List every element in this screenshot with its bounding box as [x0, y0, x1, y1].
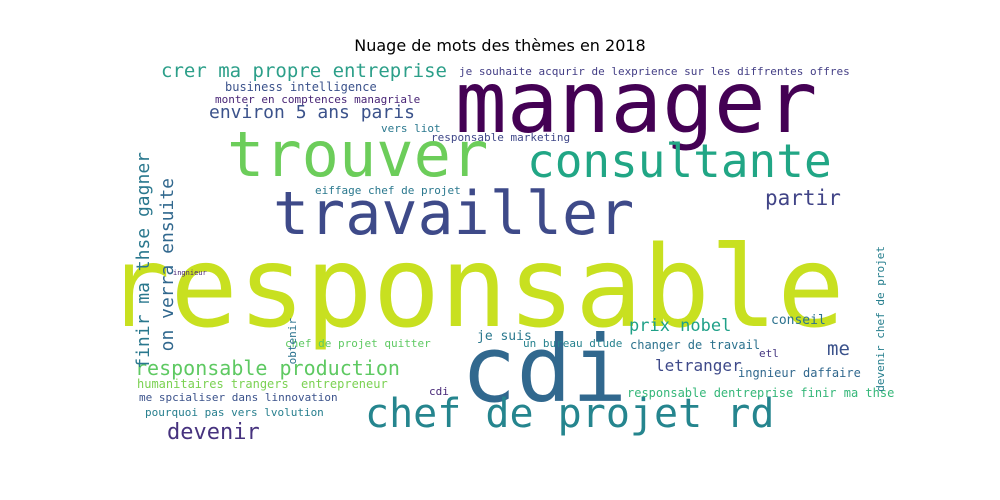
- word-consultante: consultante: [527, 134, 832, 188]
- word-conseil: conseil: [771, 313, 826, 328]
- chart-title: Nuage de mots des thèmes en 2018: [354, 36, 646, 55]
- word-me: me: [827, 338, 850, 360]
- word-pourquoi: pourquoi pas vers lvolution: [145, 406, 324, 419]
- word-obtenir: obtenir: [286, 318, 299, 365]
- word-acqurir: je souhaite acqurir de lexprience sur le…: [459, 65, 850, 78]
- word-trouver: trouver: [227, 118, 489, 191]
- word-vers-liot: vers liot: [381, 122, 441, 135]
- word-partir: partir: [765, 186, 841, 210]
- word-ingenieur: ingnieur: [173, 269, 207, 277]
- word-environ: environ 5 ans paris: [209, 102, 415, 123]
- word-responsable: responsable: [125, 223, 845, 353]
- word-chef-de-projet-rd: chef de projet rd: [365, 391, 775, 437]
- word-manager: manager: [455, 62, 818, 153]
- word-resp-marketing: responsable marketing: [431, 131, 571, 144]
- word-specialiser: me spcialiser dans linnovation: [139, 391, 338, 404]
- word-resp-dentreprise: responsable dentreprise finir ma thse: [627, 386, 895, 400]
- word-changer-travail: changer de travail: [630, 338, 761, 352]
- word-travailler: travailler: [273, 179, 635, 249]
- word-cloud: responsable manager trouver consultante …: [125, 62, 895, 442]
- word-business: business intelligence: [225, 80, 377, 94]
- word-chef-quitter: chef de projet quitter: [285, 337, 431, 350]
- word-prix-nobel: prix nobel: [629, 316, 732, 336]
- word-cdi-small: cdi: [429, 385, 449, 398]
- word-letranger: letranger: [655, 356, 742, 375]
- word-je-suis: je suis: [477, 329, 532, 344]
- word-cdi-large: cdi: [461, 316, 628, 423]
- word-finir-gagner: finir ma thse gagner: [133, 152, 154, 369]
- word-un-bureau: un bureau dtude: [523, 337, 623, 350]
- word-entrepreneur: entrepreneur: [301, 377, 388, 391]
- word-resp-production: responsable production: [135, 356, 400, 380]
- word-on-verra: on verra ensuite: [157, 178, 178, 352]
- word-ingenieur-affaire: ingnieur daffaire: [738, 366, 861, 380]
- word-devenir-chef: devenir chef de projet: [874, 246, 887, 392]
- word-monter: monter en comptences managriale: [215, 93, 421, 106]
- word-humanitaires: humanitaires trangers: [137, 377, 289, 391]
- word-etl: etl: [759, 347, 779, 360]
- word-devenir: devenir: [167, 420, 260, 443]
- word-crer-entreprise: crer ma propre entreprise: [161, 62, 447, 82]
- word-eiffage: eiffage chef de projet: [315, 184, 461, 197]
